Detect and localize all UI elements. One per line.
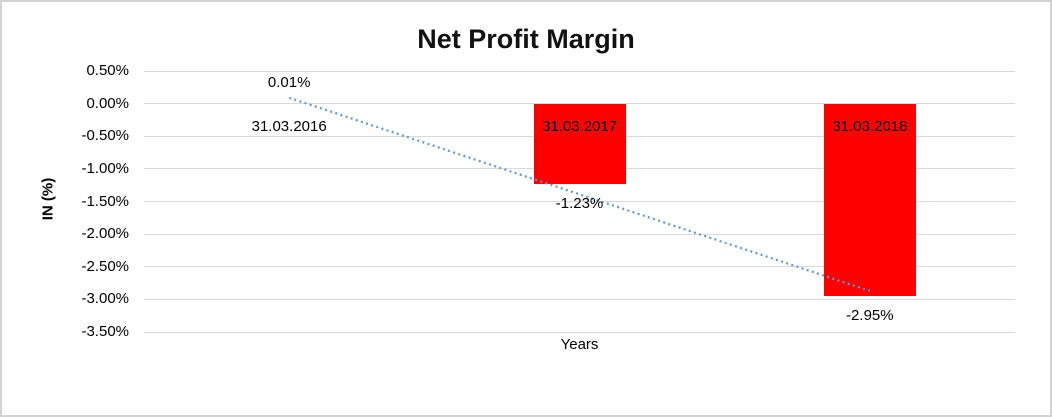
y-axis-tick-label: -2.50%: [81, 257, 129, 275]
gridline: [144, 201, 1015, 202]
bar-31.03.2018: [823, 103, 916, 297]
y-axis-tick-label: -3.50%: [81, 323, 129, 340]
gridline: [144, 331, 1015, 333]
gridline: [144, 233, 1015, 235]
data-label: 0.01%: [267, 73, 311, 91]
category-label: 31.03.2018: [832, 117, 908, 135]
y-axis-tick-label: -2.00%: [81, 225, 129, 243]
bar-31.03.2017: [533, 103, 626, 184]
category-label: 31.03.2017: [541, 117, 618, 135]
gridline: [144, 70, 1015, 72]
y-axis-tick-label: -1.00%: [81, 159, 129, 177]
y-axis-title: IN (%): [39, 177, 57, 221]
data-label: -2.95%: [846, 307, 894, 325]
y-axis-tick-label: -1.50%: [81, 192, 129, 210]
x-axis-title: Years: [560, 336, 599, 353]
y-axis-tick-label: 0.00%: [86, 94, 129, 112]
y-axis-tick-label: -0.50%: [81, 127, 129, 145]
data-label: -1.23%: [555, 194, 604, 212]
y-axis-tick-label: -3.00%: [81, 290, 129, 308]
gridline: [144, 298, 1015, 300]
chart-title: Net Profit Margin: [417, 24, 635, 54]
y-axis-tick-label: 0.50%: [86, 62, 129, 79]
gridline: [144, 266, 1015, 268]
category-label: 31.03.2016: [251, 117, 327, 135]
